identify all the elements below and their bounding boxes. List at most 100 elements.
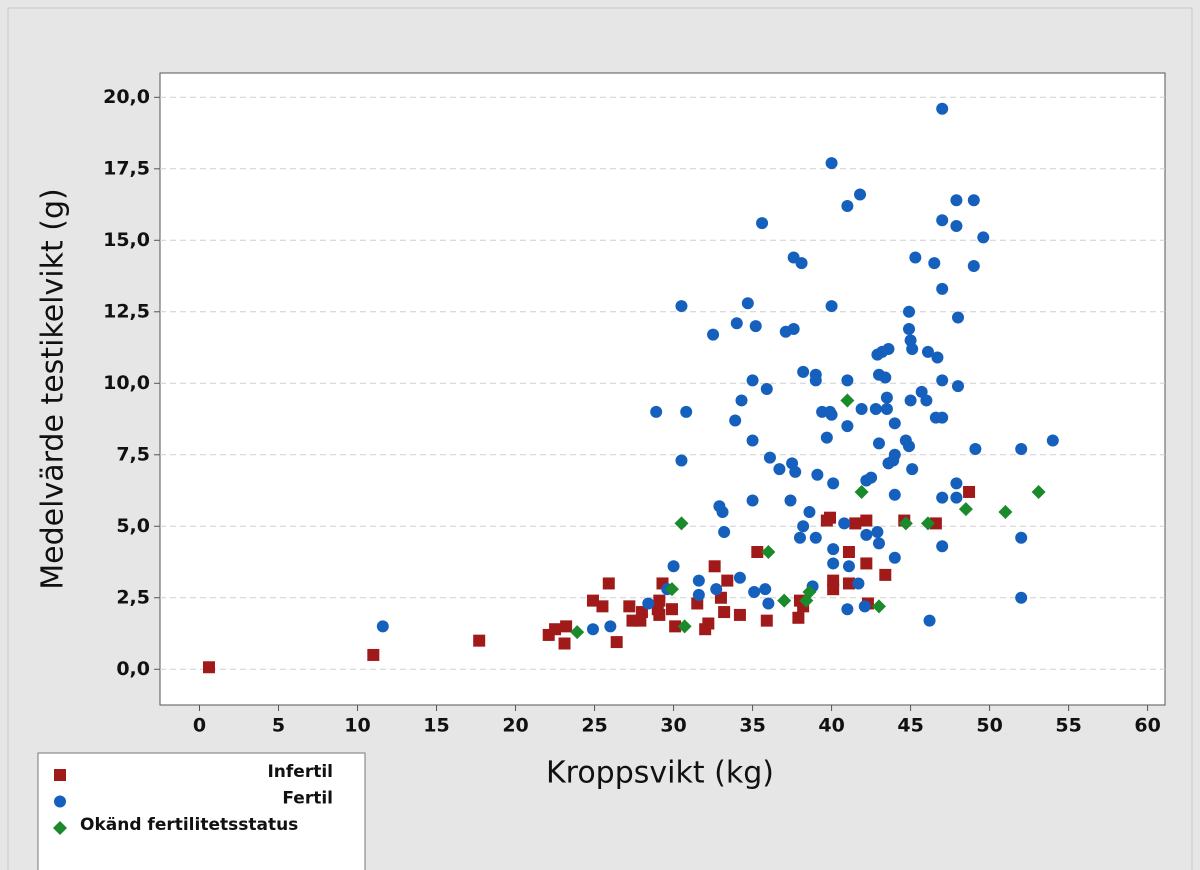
point bbox=[888, 448, 901, 461]
point bbox=[718, 606, 731, 619]
legend-marker bbox=[54, 769, 66, 781]
point bbox=[473, 634, 486, 647]
point bbox=[869, 403, 882, 416]
point bbox=[838, 517, 851, 530]
point bbox=[936, 411, 949, 424]
point bbox=[1015, 443, 1028, 456]
point bbox=[929, 517, 942, 530]
point bbox=[888, 488, 901, 501]
point bbox=[716, 505, 729, 518]
point bbox=[721, 574, 734, 587]
point bbox=[872, 537, 885, 550]
point bbox=[809, 374, 822, 387]
point bbox=[936, 102, 949, 115]
point bbox=[860, 557, 873, 570]
point bbox=[849, 517, 862, 530]
x-tick-label: 0 bbox=[193, 715, 206, 737]
point bbox=[998, 504, 1013, 519]
point bbox=[793, 531, 806, 544]
point bbox=[763, 451, 776, 464]
point bbox=[708, 560, 721, 573]
x-tick-label: 5 bbox=[272, 715, 285, 737]
point bbox=[367, 648, 380, 661]
point bbox=[958, 502, 973, 517]
point bbox=[898, 516, 913, 531]
point bbox=[809, 531, 822, 544]
point bbox=[871, 599, 886, 614]
point bbox=[586, 594, 599, 607]
point bbox=[854, 484, 869, 499]
point bbox=[610, 636, 623, 649]
point bbox=[840, 393, 855, 408]
point bbox=[730, 317, 743, 330]
point bbox=[692, 574, 705, 587]
point bbox=[920, 516, 935, 531]
point bbox=[596, 600, 609, 613]
point bbox=[710, 583, 723, 596]
point bbox=[692, 588, 705, 601]
x-tick-label: 20 bbox=[502, 715, 528, 737]
x-tick-label: 50 bbox=[976, 715, 1002, 737]
point bbox=[762, 597, 775, 610]
point bbox=[841, 603, 854, 616]
point bbox=[880, 391, 893, 404]
point bbox=[903, 440, 916, 453]
y-tick-label: 17,5 bbox=[103, 157, 150, 179]
point bbox=[858, 600, 871, 613]
legend-marker bbox=[54, 795, 66, 808]
point bbox=[777, 593, 792, 608]
point bbox=[797, 365, 810, 378]
y-axis-title: Medelvärde testikelvikt (g) bbox=[36, 188, 71, 589]
point bbox=[950, 491, 963, 504]
point bbox=[950, 477, 963, 490]
point bbox=[795, 257, 808, 270]
point bbox=[936, 374, 949, 387]
point bbox=[967, 260, 980, 273]
point bbox=[642, 597, 655, 610]
point bbox=[570, 625, 585, 640]
point bbox=[735, 394, 748, 407]
x-tick-label: 15 bbox=[423, 715, 449, 737]
point bbox=[882, 342, 895, 355]
point bbox=[825, 157, 838, 170]
point bbox=[969, 443, 982, 456]
plot-layer: 0,0 2,5 5,0 7,5 10,0 12,5 15,0 17,5 20,0 0 5 10 15 20… bbox=[53, 86, 1165, 835]
point bbox=[827, 574, 840, 587]
point bbox=[852, 577, 865, 590]
x-tick-label: 30 bbox=[660, 715, 686, 737]
x-tick-label: 60 bbox=[1134, 715, 1160, 737]
point bbox=[677, 619, 692, 634]
x-tick-label: 35 bbox=[739, 715, 765, 737]
point bbox=[888, 417, 901, 430]
legend-marker bbox=[53, 821, 67, 835]
point bbox=[888, 551, 901, 564]
point bbox=[751, 546, 764, 559]
point bbox=[773, 463, 786, 476]
point bbox=[950, 219, 963, 232]
point bbox=[811, 468, 824, 481]
y-tick-label: 20,0 bbox=[103, 86, 150, 108]
point bbox=[879, 568, 892, 581]
point bbox=[909, 251, 922, 264]
x-tick-label: 25 bbox=[581, 715, 607, 737]
y-tick-label: 2,5 bbox=[116, 586, 150, 608]
point bbox=[931, 351, 944, 364]
point bbox=[872, 437, 885, 450]
point bbox=[789, 465, 802, 478]
y-tick-label: 15,0 bbox=[103, 229, 150, 251]
point bbox=[376, 620, 389, 633]
point bbox=[1046, 434, 1059, 447]
point bbox=[951, 380, 964, 393]
point bbox=[761, 545, 776, 560]
point bbox=[967, 194, 980, 207]
point bbox=[936, 282, 949, 295]
point bbox=[707, 328, 720, 341]
point bbox=[860, 514, 873, 527]
point bbox=[977, 231, 990, 244]
point bbox=[936, 214, 949, 227]
point bbox=[756, 217, 769, 230]
point bbox=[604, 620, 617, 633]
point bbox=[653, 608, 666, 621]
x-tick-label: 55 bbox=[1055, 715, 1081, 737]
point bbox=[841, 199, 854, 212]
